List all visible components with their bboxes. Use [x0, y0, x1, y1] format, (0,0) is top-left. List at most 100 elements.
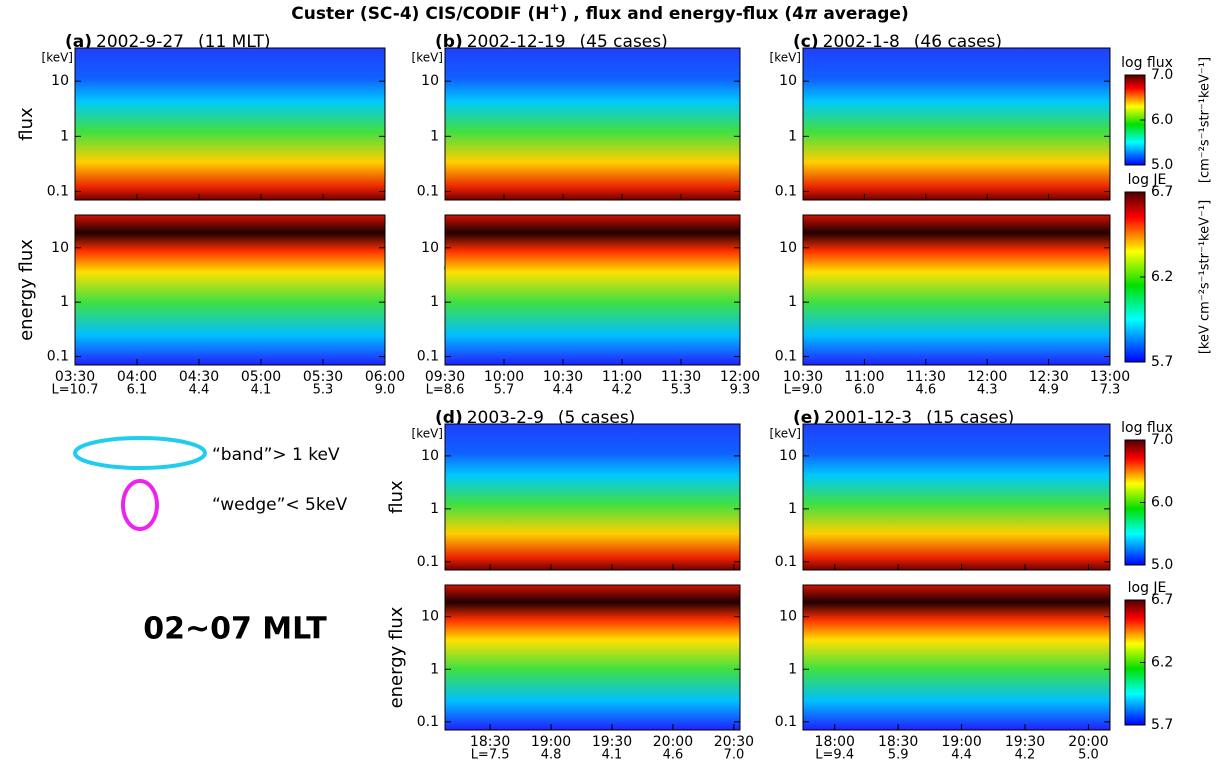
y-tick-label: 0.1	[775, 554, 797, 570]
panel-letter: (d)	[435, 408, 463, 428]
x-tick-label: 20:30	[714, 734, 754, 750]
spectrogram-image	[803, 424, 1110, 570]
spectrogram-image	[75, 215, 385, 365]
figure-title: Custer (SC-4) CIS/CODIF (H+) , flux and …	[291, 1, 908, 25]
x-tick-sublabel: 4.3	[977, 383, 998, 398]
x-tick-sublabel: 4.6	[663, 748, 684, 763]
colorbar-image	[1125, 440, 1145, 565]
x-tick-sublabel: 5.3	[313, 383, 334, 398]
colorbar-label: log JE	[1128, 580, 1167, 596]
spectrogram-image	[803, 215, 1110, 365]
colorbar-tick-label: 5.7	[1151, 354, 1173, 370]
axes-frame	[802, 214, 1111, 366]
panel-title: (c) 2002-1-8 (46 cases)	[793, 32, 1002, 52]
x-tick-sublabel: 4.4	[553, 383, 574, 398]
y-tick-label: 0.1	[47, 183, 69, 199]
y-tick-label: 1	[788, 128, 797, 144]
panel-title: (e) 2001-12-3 (15 cases)	[793, 408, 1014, 428]
x-tick-label: 11:30	[906, 369, 946, 385]
x-tick-sublabel: 5.3	[671, 383, 692, 398]
y-tick-label: 0.1	[417, 183, 439, 199]
y-tick-label: 10	[779, 448, 797, 464]
x-tick-sublabel: 4.9	[1038, 383, 1059, 398]
y-tick-label: 1	[788, 294, 797, 310]
x-tick-label: 12:00	[967, 369, 1007, 385]
colorbar-tick-label: 6.7	[1151, 184, 1173, 200]
y-tick-label: 0.1	[775, 349, 797, 365]
colorbar: log flux 5.0 6.0 7.0 [cm⁻²s⁻¹str⁻¹keV⁻¹]	[1121, 55, 1212, 183]
axes-frame	[802, 423, 1111, 571]
x-tick-sublabel: L=9.4	[815, 748, 854, 763]
x-tick-label: 04:30	[179, 369, 219, 385]
colorbar-tick-label: 6.0	[1151, 495, 1173, 511]
panel: (b) 2002-12-19 (45 cases) 0.1 1 10 [keV] 0.1 1 10…	[412, 32, 761, 398]
x-tick-sublabel: 4.6	[915, 383, 936, 398]
panel-letter: (e)	[793, 408, 820, 428]
legend-label: “band”> 1 keV	[212, 445, 340, 465]
y-tick-label: 0.1	[47, 349, 69, 365]
y-tick-label: 0.1	[775, 714, 797, 730]
colorbar-image	[1125, 600, 1145, 725]
spectrogram-image	[75, 48, 385, 200]
legend-symbol	[73, 436, 207, 470]
x-tick-sublabel: 7.3	[1100, 383, 1121, 398]
x-tick-label: 20:00	[653, 734, 693, 750]
colorbar-tick-label: 5.0	[1151, 157, 1173, 173]
colorbar-unit: [cm⁻²s⁻¹str⁻¹keV⁻¹]	[1198, 57, 1213, 183]
y-unit: [keV]	[770, 51, 801, 65]
y-tick-label: 10	[421, 240, 439, 256]
colorbar-label: log JE	[1128, 172, 1167, 188]
x-tick-sublabel: L=8.6	[426, 383, 465, 398]
y-unit: [keV]	[770, 427, 801, 441]
title-part: +	[550, 1, 560, 15]
x-tick-sublabel: L=9.0	[784, 383, 823, 398]
colorbar-image	[1125, 192, 1145, 362]
panel-title: (d) 2003-2-9 (5 cases)	[435, 408, 635, 428]
colorbar: log JE 5.7 6.2 6.7	[1124, 580, 1173, 733]
axes-frame	[444, 423, 741, 571]
x-tick-label: 10:30	[783, 369, 823, 385]
y-tick-label: 10	[779, 240, 797, 256]
y-unit: [keV]	[42, 51, 73, 65]
x-tick-label: 06:00	[365, 369, 405, 385]
y-axis-label: flux	[16, 107, 37, 141]
x-tick-label: 12:00	[720, 369, 760, 385]
y-axis-label: flux	[386, 480, 407, 514]
x-tick-label: 11:30	[661, 369, 701, 385]
x-tick-label: 05:30	[303, 369, 343, 385]
x-tick-sublabel: 6.1	[127, 383, 148, 398]
spectrogram-image	[445, 424, 740, 570]
axes-frame	[802, 584, 1111, 731]
spectrogram-image	[445, 585, 740, 730]
panel-note: (15 cases)	[926, 408, 1014, 428]
y-tick-label: 0.1	[417, 554, 439, 570]
spectrogram-image	[803, 585, 1110, 730]
y-unit: [keV]	[412, 51, 443, 65]
x-tick-sublabel: 4.1	[602, 748, 623, 763]
x-tick-label: 19:30	[592, 734, 632, 750]
colorbar: log JE 5.7 6.2 6.7 [keV cm⁻²s⁻¹str⁻¹keV⁻¹]	[1124, 172, 1213, 370]
y-tick-label: 10	[779, 73, 797, 89]
x-tick-sublabel: 6.0	[854, 383, 875, 398]
y-tick-label: 10	[779, 609, 797, 625]
colorbar-label: log flux	[1121, 55, 1173, 71]
panel: (e) 2001-12-3 (15 cases) 0.1 1 10 [keV] 0.1 1 10 1…	[770, 408, 1111, 763]
panel-date: 2001-12-3	[824, 408, 912, 428]
y-tick-label: 10	[51, 73, 69, 89]
y-tick-label: 10	[421, 448, 439, 464]
panel-letter: (a)	[65, 32, 92, 52]
axes-frame	[74, 214, 386, 366]
y-tick-label: 1	[430, 661, 439, 677]
panel-date: 2002-12-19	[467, 32, 566, 52]
x-tick-sublabel: 5.0	[1078, 748, 1099, 763]
y-tick-label: 1	[788, 661, 797, 677]
colorbar-tick-label: 6.2	[1151, 655, 1173, 671]
colorbar-tick-label: 6.2	[1151, 269, 1173, 285]
panel-note: (11 MLT)	[198, 32, 270, 52]
panel-note: (46 cases)	[914, 32, 1002, 52]
x-tick-sublabel: L=10.7	[51, 383, 98, 398]
y-tick-label: 10	[421, 73, 439, 89]
colorbar-tick-label: 6.0	[1151, 112, 1173, 128]
axes-frame	[802, 47, 1111, 201]
